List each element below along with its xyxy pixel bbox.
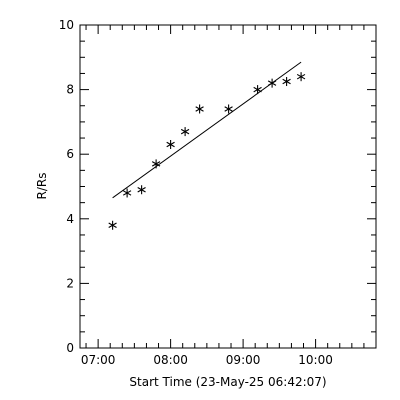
- data-point: [180, 127, 190, 137]
- x-tick-label: 08:00: [153, 353, 188, 367]
- data-point: [137, 185, 146, 195]
- y-tick-label: 8: [66, 83, 74, 97]
- axis-ticks: [80, 24, 377, 349]
- x-tick-label: 07:00: [81, 353, 116, 367]
- data-point: [195, 104, 204, 114]
- data-point: [267, 78, 277, 88]
- x-axis-label: Start Time (23-May-25 06:42:07): [129, 375, 326, 389]
- y-tick-label: 10: [59, 18, 74, 32]
- x-tick-label: 09:00: [226, 353, 261, 367]
- y-tick-label: 0: [66, 341, 74, 355]
- y-tick-label: 2: [66, 276, 74, 290]
- data-point: [224, 104, 233, 114]
- data-point: [122, 188, 132, 198]
- tick-labels: 0 2 4 6 8 10 07:00 08:00 09:00 10:00: [59, 18, 333, 367]
- x-tick-label: 10:00: [298, 353, 333, 367]
- y-axis-label: R/Rs: [35, 173, 49, 200]
- data-point: [166, 140, 175, 150]
- data-point: [296, 72, 306, 82]
- plot-frame: [79, 24, 377, 349]
- data-point: [253, 85, 262, 95]
- data-point: [108, 220, 117, 230]
- data-point: [151, 159, 161, 169]
- y-tick-label: 6: [66, 147, 74, 161]
- y-tick-label: 4: [66, 212, 74, 226]
- data-points: [108, 72, 306, 230]
- data-point: [282, 77, 291, 87]
